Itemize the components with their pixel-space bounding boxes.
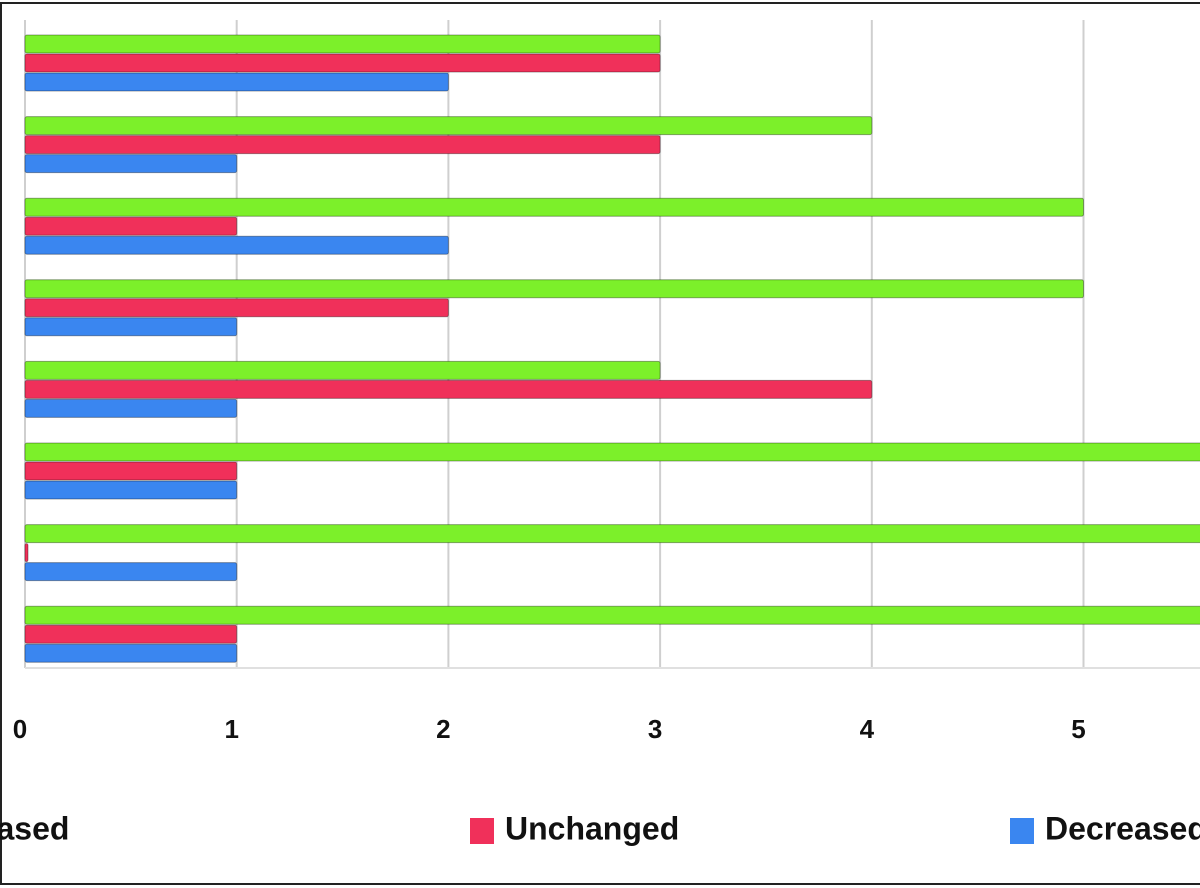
bar: [24, 72, 449, 92]
x-tick-label: 5: [1071, 714, 1085, 744]
bar: [24, 34, 661, 54]
bar: [24, 461, 238, 481]
bar: [24, 53, 661, 73]
bar: [24, 562, 238, 582]
bar: [24, 480, 238, 500]
bar: [24, 197, 1084, 217]
bar: [24, 624, 238, 644]
bar: [24, 298, 449, 318]
x-tick-label: 2: [436, 714, 450, 744]
x-tick-label: 0: [13, 714, 27, 744]
x-tick-label: 4: [860, 714, 875, 744]
bar: [24, 543, 29, 563]
bar: [24, 605, 1200, 625]
x-tick-label: 3: [648, 714, 662, 744]
bar: [24, 442, 1200, 462]
bar: [24, 398, 238, 418]
bar: [24, 135, 661, 155]
legend-label: Unchanged: [505, 810, 679, 846]
bar: [24, 317, 238, 337]
bar: [24, 643, 238, 663]
bar: [24, 524, 1200, 544]
x-tick-label: 1: [224, 714, 238, 744]
bar: [24, 116, 873, 136]
legend-marker: [1010, 818, 1034, 844]
bar: [24, 216, 238, 236]
legend-marker: [470, 818, 494, 844]
legend-label: Increased: [0, 810, 69, 846]
bar: [24, 279, 1084, 299]
bar: [24, 235, 449, 255]
legend-label: Decreased: [1045, 810, 1200, 846]
bar: [24, 360, 661, 380]
bar: [24, 379, 873, 399]
bar: [24, 154, 238, 174]
